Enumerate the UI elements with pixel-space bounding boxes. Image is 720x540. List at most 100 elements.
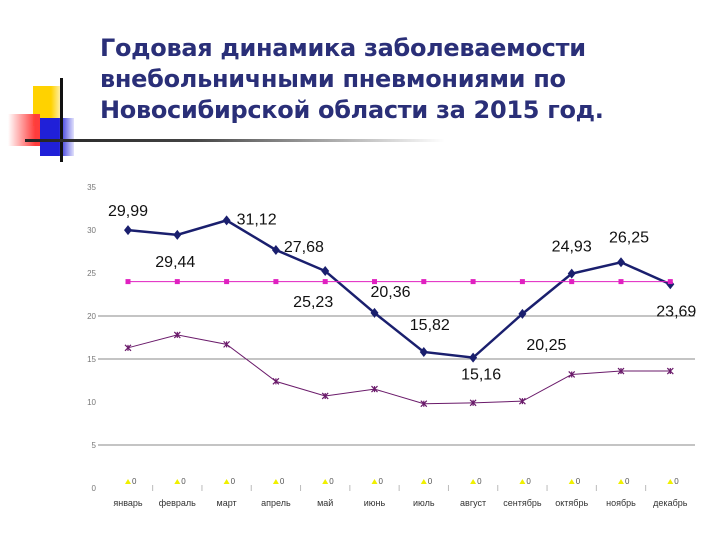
y-tick-label: 15	[87, 355, 96, 364]
data-point-square	[667, 279, 673, 285]
x-tick-label: декабрь	[653, 498, 688, 508]
data-point-triangle	[568, 479, 575, 484]
zero-label: 0	[674, 477, 679, 486]
x-tick-label: февраль	[159, 498, 196, 508]
gridlines	[98, 315, 695, 446]
y-tick-label: 0	[92, 484, 97, 493]
y-tick-label: 10	[87, 398, 96, 407]
data-label: 20,25	[526, 337, 566, 354]
x-axis-labels: январь февраль март апрель май июнь июль август…	[113, 485, 688, 508]
title-line-2: внебольничными пневмониями по	[100, 65, 566, 93]
series-2	[124, 331, 674, 408]
data-point-triangle	[223, 479, 230, 484]
zero-label: 0	[576, 477, 581, 486]
zero-label: 0	[132, 477, 137, 486]
data-label: 27,68	[284, 239, 324, 256]
data-point-square	[125, 279, 131, 285]
data-point-square	[224, 279, 230, 285]
x-tick-label: сентябрь	[503, 498, 542, 508]
data-point-square	[470, 279, 476, 285]
data-point-triangle	[174, 479, 181, 484]
data-point-x	[666, 367, 674, 375]
zero-label: 0	[526, 477, 531, 486]
data-point-x	[518, 397, 526, 405]
data-point-square	[569, 279, 575, 285]
data-label: 20,36	[370, 284, 410, 301]
data-point-triangle	[618, 479, 624, 484]
data-label: 24,93	[552, 239, 592, 256]
data-point-x	[124, 344, 132, 352]
data-point-x	[321, 392, 329, 400]
data-point-x	[173, 331, 181, 339]
x-tick-label: апрель	[261, 498, 291, 508]
data-point-x	[617, 367, 625, 375]
data-label: 15,16	[461, 367, 501, 384]
y-tick-label: 5	[92, 441, 97, 450]
data-point-x	[568, 371, 576, 378]
x-tick-label: ноябрь	[606, 498, 636, 508]
series-line	[127, 334, 671, 405]
data-point-x	[223, 340, 231, 348]
decor-vertical-line	[60, 78, 63, 162]
zero-label: 0	[625, 477, 630, 486]
zero-label: 0	[329, 477, 334, 486]
data-label: 29,44	[155, 254, 195, 271]
title-line-3: Новосибирской области за 2015 год.	[100, 96, 604, 124]
data-label: 26,25	[609, 229, 649, 246]
decor-blue-square	[40, 118, 74, 156]
data-point-diamond	[419, 346, 428, 357]
data-label: 23,69	[656, 303, 696, 320]
data-point-triangle	[371, 479, 378, 484]
data-point-triangle	[272, 479, 279, 484]
data-point-diamond	[124, 225, 132, 236]
data-point-x	[469, 399, 477, 407]
data-point-diamond	[222, 215, 231, 226]
zero-label: 0	[231, 477, 236, 486]
y-tick-label: 30	[87, 226, 96, 235]
x-tick-label: июль	[413, 498, 435, 508]
data-point-x	[420, 400, 428, 408]
series-1	[125, 279, 673, 285]
data-point-square	[519, 279, 525, 285]
x-tick-label: октябрь	[555, 498, 588, 508]
zero-label: 0	[181, 477, 186, 486]
zero-label: 0	[428, 477, 433, 486]
data-label: 25,23	[293, 294, 333, 311]
data-point-diamond	[173, 229, 182, 240]
decor-horizontal-rule	[25, 139, 445, 142]
zero-label: 0	[280, 477, 285, 486]
data-point-diamond	[617, 257, 625, 268]
x-tick-label: май	[317, 498, 333, 508]
x-tick-label: январь	[113, 498, 143, 508]
y-axis-ticks: 0 5 10 15 20 25 30 35	[87, 183, 96, 493]
data-point-diamond	[271, 244, 280, 255]
data-point-x	[371, 385, 378, 393]
x-tick-label: март	[217, 498, 237, 508]
y-tick-label: 20	[87, 312, 96, 321]
data-point-triangle	[667, 479, 674, 484]
data-point-diamond	[370, 307, 379, 318]
data-point-square	[618, 279, 624, 285]
data-point-diamond	[321, 266, 330, 277]
data-point-square	[372, 279, 377, 285]
data-point-square	[273, 279, 279, 285]
series-3: 0 0 0 0 0 0 0 0 0 0 0 0	[125, 477, 679, 486]
y-tick-label: 35	[87, 183, 96, 192]
data-point-diamond	[567, 268, 576, 279]
data-label: 29,99	[108, 203, 148, 220]
data-label: 15,82	[410, 317, 450, 334]
data-label: 31,12	[237, 211, 277, 228]
data-point-diamond	[469, 352, 478, 363]
x-tick-label: август	[460, 498, 486, 508]
y-tick-label: 25	[87, 269, 96, 278]
zero-label: 0	[379, 477, 384, 486]
series-line	[127, 219, 671, 359]
zero-label: 0	[477, 477, 482, 486]
data-point-diamond	[518, 308, 527, 319]
title-line-1: Годовая динамика заболеваемости	[100, 34, 586, 62]
data-point-square	[322, 279, 328, 285]
slide-title: Годовая динамика заболеваемости внебольн…	[100, 33, 700, 126]
data-point-square	[174, 279, 180, 285]
data-point-square	[421, 279, 427, 285]
